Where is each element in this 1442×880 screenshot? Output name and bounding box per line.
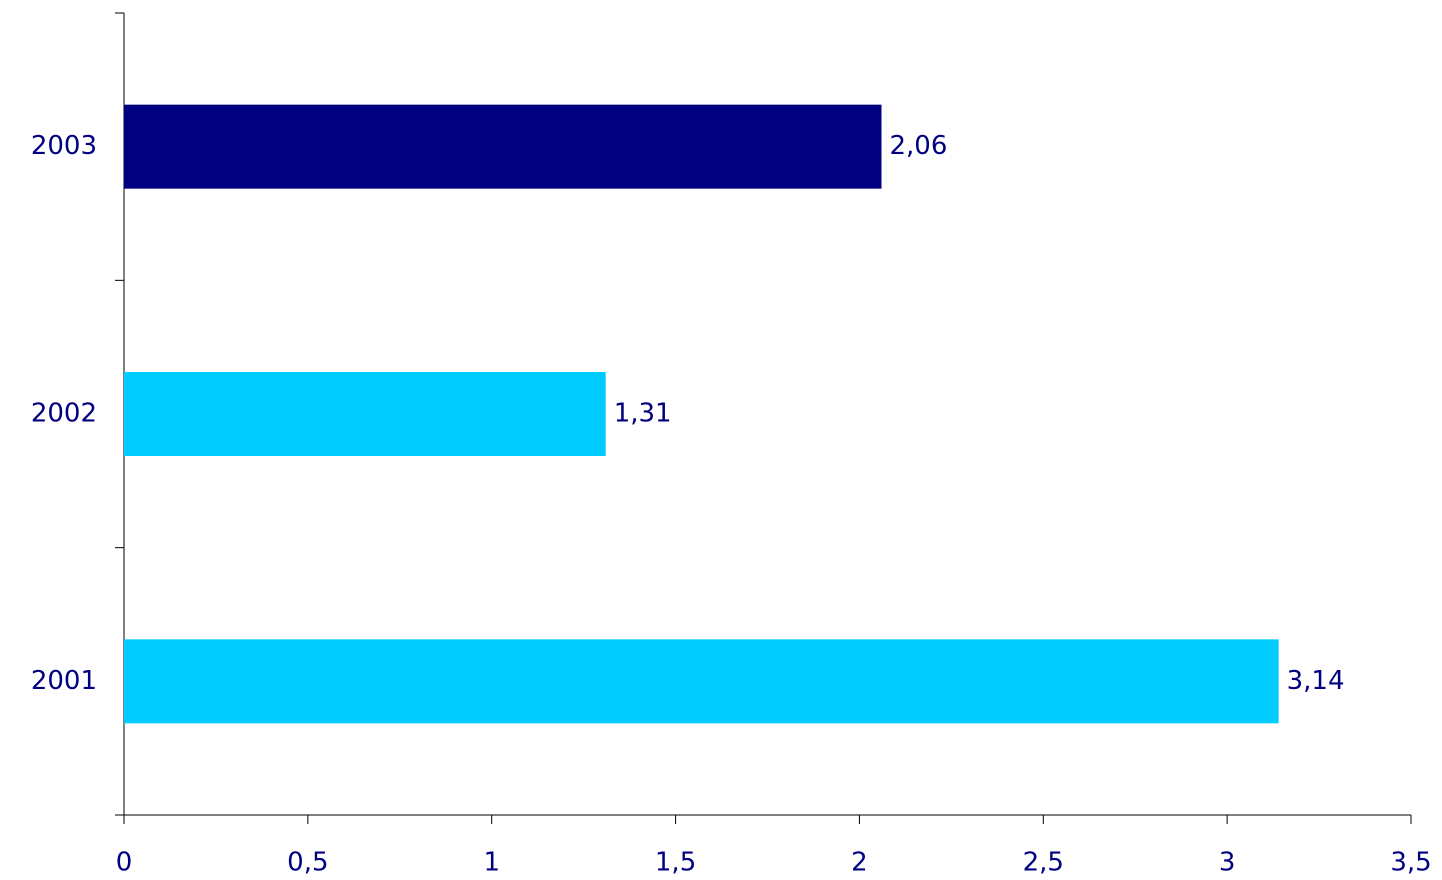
x-tick-label: 1,5 bbox=[655, 848, 696, 878]
value-label: 1,31 bbox=[614, 399, 672, 429]
x-tick-label: 3,5 bbox=[1390, 848, 1431, 878]
x-tick-label: 0,5 bbox=[287, 848, 328, 878]
y-tick-label: 2001 bbox=[31, 666, 97, 696]
y-tick-label: 2003 bbox=[31, 131, 97, 161]
bar bbox=[124, 639, 1279, 724]
x-tick-label: 2 bbox=[851, 848, 868, 878]
x-tick-label: 3 bbox=[1219, 848, 1236, 878]
x-tick-label: 2,5 bbox=[1023, 848, 1064, 878]
bar bbox=[124, 372, 606, 456]
value-label: 3,14 bbox=[1287, 666, 1345, 696]
value-label: 2,06 bbox=[889, 131, 947, 161]
x-tick-label: 0 bbox=[116, 848, 133, 878]
bar bbox=[124, 104, 882, 189]
x-tick-label: 1 bbox=[483, 848, 500, 878]
y-tick-label: 2002 bbox=[31, 399, 97, 429]
